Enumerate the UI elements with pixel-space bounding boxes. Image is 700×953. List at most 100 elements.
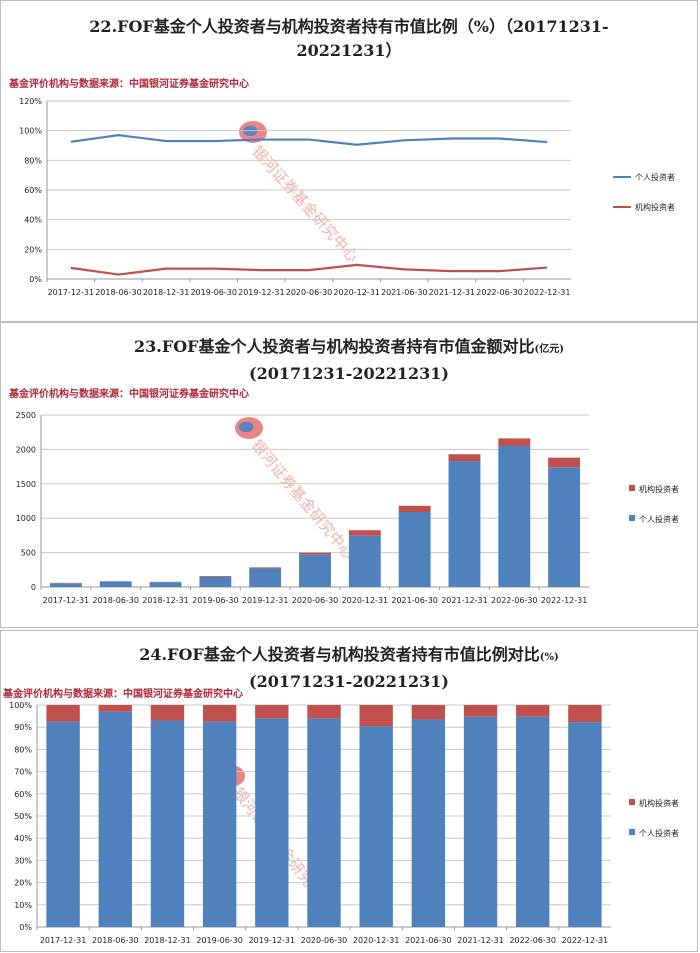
series-line bbox=[71, 135, 547, 145]
x-tick-label: 2022-06-30 bbox=[491, 596, 538, 605]
bar-segment bbox=[99, 705, 132, 712]
x-tick-label: 2018-06-30 bbox=[92, 596, 139, 605]
y-tick-label: 30% bbox=[14, 856, 32, 865]
bar-segment bbox=[255, 705, 288, 718]
bar-segment bbox=[203, 722, 236, 927]
x-tick-label: 2021-12-31 bbox=[429, 288, 476, 297]
bar-segment bbox=[568, 722, 601, 927]
bar-segment bbox=[568, 705, 601, 722]
bar-segment bbox=[412, 719, 445, 927]
y-tick-label: 80% bbox=[14, 745, 32, 754]
x-tick-label: 2020-12-31 bbox=[353, 936, 400, 945]
bar-segment bbox=[412, 705, 445, 719]
bar-segment bbox=[498, 438, 530, 446]
x-tick-label: 2020-06-30 bbox=[301, 936, 348, 945]
bar-segment bbox=[449, 461, 481, 587]
y-tick-label: 70% bbox=[14, 768, 32, 777]
x-tick-label: 2021-12-31 bbox=[441, 596, 488, 605]
x-tick-label: 2018-06-30 bbox=[92, 936, 139, 945]
legend-label: 机构投资者 bbox=[639, 798, 679, 808]
x-tick-label: 2022-12-31 bbox=[562, 936, 609, 945]
bar-segment bbox=[349, 530, 381, 536]
x-tick-label: 2019-06-30 bbox=[192, 596, 239, 605]
y-tick-label: 0% bbox=[19, 923, 32, 932]
y-tick-label: 2500 bbox=[16, 411, 36, 420]
x-tick-label: 2019-06-30 bbox=[190, 288, 237, 297]
legend-label: 机构投资者 bbox=[635, 202, 675, 212]
legend-label: 个人投资者 bbox=[635, 172, 675, 182]
y-tick-label: 60% bbox=[24, 186, 42, 195]
y-tick-label: 40% bbox=[14, 834, 32, 843]
x-tick-label: 2018-12-31 bbox=[143, 288, 190, 297]
x-tick-label: 2022-06-30 bbox=[509, 936, 556, 945]
bar-segment bbox=[307, 705, 340, 718]
bar-segment bbox=[255, 718, 288, 927]
percent-bar-chart: 0% 10% 20% 30% 40% 50% 60% 70% 80% 90% 100% 2017-12… bbox=[1, 631, 699, 953]
bar-segment bbox=[359, 726, 392, 927]
bar-segment bbox=[299, 555, 331, 587]
bar-segment bbox=[349, 536, 381, 587]
bar-segment bbox=[46, 705, 79, 722]
y-tick-label: 0 bbox=[31, 583, 36, 592]
x-tick-label: 2019-12-31 bbox=[242, 596, 289, 605]
x-tick-label: 2022-12-31 bbox=[541, 596, 588, 605]
y-tick-label: 0% bbox=[29, 275, 42, 284]
legend-label: 机构投资者 bbox=[639, 484, 679, 494]
legend-swatch bbox=[629, 515, 635, 521]
y-tick-label: 10% bbox=[14, 901, 32, 910]
y-tick-label: 20% bbox=[14, 879, 32, 888]
x-tick-label: 2021-06-30 bbox=[391, 596, 438, 605]
legend-swatch bbox=[629, 485, 635, 491]
x-tick-label: 2020-12-31 bbox=[333, 288, 380, 297]
x-tick-label: 2020-06-30 bbox=[286, 288, 333, 297]
bar-segment bbox=[50, 583, 82, 587]
x-tick-label: 2019-12-31 bbox=[249, 936, 296, 945]
bar-segment bbox=[359, 705, 392, 726]
y-tick-label: 100% bbox=[19, 127, 42, 136]
bar-segment bbox=[464, 717, 497, 927]
bar-segment bbox=[150, 582, 182, 587]
bar-segment bbox=[548, 467, 580, 587]
bar-segment bbox=[249, 568, 281, 587]
series-line bbox=[71, 265, 547, 275]
y-tick-label: 90% bbox=[14, 723, 32, 732]
bar-segment bbox=[548, 458, 580, 468]
bar-segment bbox=[516, 705, 549, 717]
x-tick-label: 2020-06-30 bbox=[292, 596, 339, 605]
x-tick-label: 2019-12-31 bbox=[238, 288, 285, 297]
x-tick-label: 2021-06-30 bbox=[381, 288, 428, 297]
bar-segment bbox=[307, 718, 340, 927]
x-tick-label: 2017-12-31 bbox=[43, 596, 90, 605]
bar-segment bbox=[100, 581, 132, 587]
bar-segment bbox=[498, 446, 530, 587]
x-tick-label: 2022-12-31 bbox=[524, 288, 571, 297]
chart-panel-1: 22.FOF基金个人投资者与机构投资者持有市值比例（%）（20171231- 2… bbox=[0, 0, 698, 322]
bar-segment bbox=[151, 705, 184, 721]
legend-swatch bbox=[629, 799, 635, 805]
y-tick-label: 120% bbox=[19, 97, 42, 106]
y-tick-label: 1000 bbox=[16, 514, 36, 523]
legend-label: 个人投资者 bbox=[639, 828, 679, 838]
bar-segment bbox=[516, 717, 549, 927]
y-tick-label: 500 bbox=[21, 549, 36, 558]
y-tick-label: 100% bbox=[9, 701, 32, 710]
y-tick-label: 1500 bbox=[16, 480, 36, 489]
y-tick-label: 50% bbox=[14, 812, 32, 821]
y-tick-label: 2000 bbox=[16, 445, 36, 454]
bar-segment bbox=[399, 506, 431, 512]
x-tick-label: 2017-12-31 bbox=[40, 936, 87, 945]
x-tick-label: 2021-12-31 bbox=[457, 936, 504, 945]
chart-panel-3: 24.FOF基金个人投资者与机构投资者持有市值比例对比(%) (20171231… bbox=[0, 630, 698, 952]
bar-segment bbox=[399, 512, 431, 587]
y-tick-label: 60% bbox=[14, 790, 32, 799]
x-tick-label: 2017-12-31 bbox=[48, 288, 95, 297]
legend-label: 个人投资者 bbox=[639, 514, 679, 524]
y-tick-label: 20% bbox=[24, 245, 42, 254]
x-tick-label: 2021-06-30 bbox=[405, 936, 452, 945]
bar-segment bbox=[151, 721, 184, 927]
bar-segment bbox=[199, 577, 231, 587]
y-tick-label: 40% bbox=[24, 216, 42, 225]
x-tick-label: 2018-06-30 bbox=[95, 288, 142, 297]
chart-panel-2: 23.FOF基金个人投资者与机构投资者持有市值金额对比(亿元) (2017123… bbox=[0, 322, 698, 628]
